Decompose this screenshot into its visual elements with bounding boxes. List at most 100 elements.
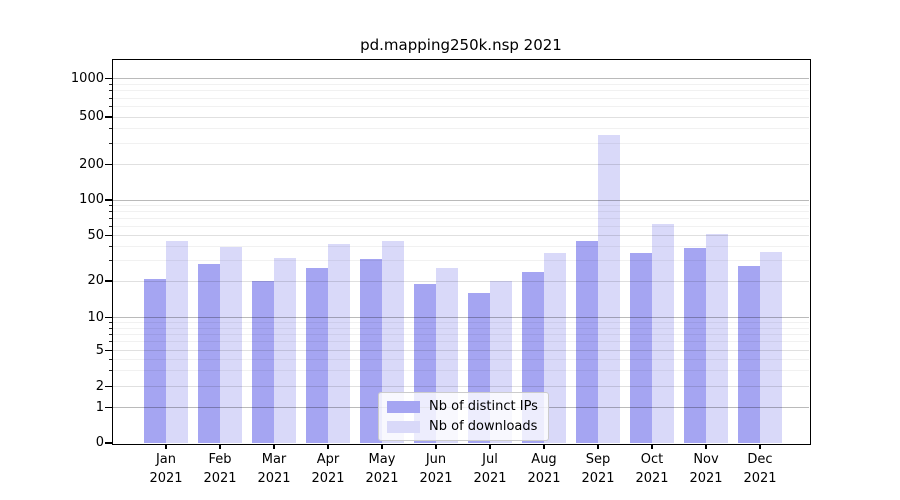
legend-swatch-distinct-ips bbox=[387, 400, 420, 413]
y-minor-tick-800 bbox=[109, 90, 113, 92]
x-tick-label-jun: Jun 2021 bbox=[404, 451, 468, 489]
y-minor-tick-80 bbox=[109, 210, 113, 212]
gridline-y-90 bbox=[113, 204, 809, 206]
y-minor-tick-3 bbox=[109, 370, 113, 372]
x-tick-year: 2021 bbox=[419, 470, 453, 486]
bar-distinct-ips-jan bbox=[144, 278, 166, 443]
gridline-y-700 bbox=[113, 97, 809, 99]
y-tick-mark-20 bbox=[105, 280, 113, 282]
x-tick-month: Aug bbox=[531, 452, 557, 467]
y-tick-label-2: 2 bbox=[95, 378, 104, 394]
bar-distinct-ips-dec bbox=[738, 266, 760, 443]
x-tick-year: 2021 bbox=[581, 470, 615, 486]
x-tick-year: 2021 bbox=[635, 470, 669, 486]
x-tick-year: 2021 bbox=[743, 470, 777, 486]
bar-downloads-aug bbox=[544, 253, 566, 443]
y-tick-label-500: 500 bbox=[79, 109, 104, 124]
y-tick-label-20: 20 bbox=[87, 273, 104, 288]
bar-downloads-mar bbox=[274, 257, 296, 443]
y-minor-tick-9 bbox=[109, 322, 113, 324]
x-tick-mark-nov bbox=[705, 444, 707, 449]
y-minor-tick-30 bbox=[109, 260, 113, 262]
y-tick-label-10: 10 bbox=[87, 309, 104, 325]
y-tick-mark-1000 bbox=[105, 77, 113, 80]
bar-downloads-oct bbox=[652, 224, 674, 443]
x-tick-label-jan: Jan 2021 bbox=[134, 451, 198, 489]
y-tick-mark-500 bbox=[105, 116, 113, 118]
y-minor-tick-300 bbox=[109, 143, 113, 145]
x-tick-mark-sep bbox=[597, 444, 599, 449]
legend-entry-distinct-ips: Nb of distinct IPs bbox=[387, 399, 538, 414]
x-tick-year: 2021 bbox=[311, 470, 345, 486]
y-tick-mark-2 bbox=[105, 386, 113, 388]
bar-distinct-ips-apr bbox=[306, 267, 328, 443]
y-tick-label-200: 200 bbox=[79, 156, 104, 172]
y-minor-tick-600 bbox=[109, 106, 113, 108]
x-tick-year: 2021 bbox=[689, 470, 723, 486]
x-tick-label-sep: Sep 2021 bbox=[566, 451, 630, 489]
y-tick-mark-200 bbox=[105, 163, 113, 166]
x-tick-label-nov: Nov 2021 bbox=[674, 451, 738, 489]
x-tick-year: 2021 bbox=[149, 470, 183, 486]
legend-label-distinct-ips: Nb of distinct IPs bbox=[429, 399, 538, 414]
gridline-y-300 bbox=[113, 143, 809, 145]
x-tick-mark-dec bbox=[759, 444, 761, 449]
bar-distinct-ips-feb bbox=[198, 264, 220, 443]
y-tick-mark-1 bbox=[105, 406, 113, 409]
bar-distinct-ips-oct bbox=[630, 253, 652, 443]
x-tick-label-apr: Apr 2021 bbox=[296, 451, 360, 489]
bar-distinct-ips-nov bbox=[684, 247, 706, 443]
x-tick-year: 2021 bbox=[257, 470, 291, 486]
y-minor-tick-900 bbox=[109, 83, 113, 85]
x-tick-mark-mar bbox=[273, 444, 275, 449]
x-tick-mark-jul bbox=[489, 444, 491, 449]
y-tick-label-1: 1 bbox=[95, 399, 104, 415]
y-minor-tick-4 bbox=[109, 358, 113, 360]
x-tick-label-aug: Aug 2021 bbox=[512, 451, 576, 489]
chart-title: pd.mapping250k.nsp 2021 bbox=[360, 36, 562, 54]
x-tick-label-dec: Dec 2021 bbox=[728, 451, 792, 489]
legend-swatch-downloads bbox=[387, 420, 420, 433]
gridline-y-200 bbox=[113, 164, 809, 166]
y-tick-label-100: 100 bbox=[79, 192, 104, 207]
x-tick-label-mar: Mar 2021 bbox=[242, 451, 306, 489]
gridline-y-1000 bbox=[113, 78, 809, 79]
gridline-y-50 bbox=[113, 235, 809, 236]
gridline-y-500 bbox=[113, 116, 809, 118]
y-tick-label-0: 0 bbox=[95, 435, 104, 450]
bar-distinct-ips-sep bbox=[576, 240, 598, 443]
y-minor-tick-7 bbox=[109, 334, 113, 336]
gridline-y-70 bbox=[113, 217, 809, 219]
bar-downloads-feb bbox=[220, 246, 242, 443]
x-tick-month: Oct bbox=[640, 452, 664, 467]
legend-label-downloads: Nb of downloads bbox=[429, 419, 538, 434]
bar-distinct-ips-mar bbox=[252, 281, 274, 443]
x-tick-mark-oct bbox=[651, 444, 653, 449]
bar-downloads-apr bbox=[328, 244, 350, 443]
bar-distinct-ips-may bbox=[360, 259, 382, 443]
y-tick-label-5: 5 bbox=[95, 342, 104, 358]
gridline-y-80 bbox=[113, 210, 809, 212]
y-minor-tick-90 bbox=[109, 204, 113, 206]
gridline-y-100 bbox=[113, 199, 809, 201]
x-tick-month: Jun bbox=[425, 452, 447, 467]
bar-downloads-nov bbox=[706, 234, 728, 443]
y-tick-mark-0 bbox=[105, 442, 113, 444]
x-tick-mark-jun bbox=[435, 444, 437, 449]
y-minor-tick-40 bbox=[109, 246, 113, 248]
x-tick-mark-feb bbox=[219, 444, 221, 449]
y-minor-tick-70 bbox=[109, 217, 113, 219]
y-minor-tick-400 bbox=[109, 128, 113, 130]
x-tick-month: Jan bbox=[155, 452, 177, 467]
x-tick-year: 2021 bbox=[473, 470, 507, 486]
y-tick-mark-10 bbox=[105, 317, 113, 319]
x-tick-month: Feb bbox=[208, 452, 232, 467]
gridline-y-600 bbox=[113, 106, 809, 108]
x-tick-mark-jan bbox=[165, 444, 167, 449]
x-tick-month: Dec bbox=[747, 452, 773, 467]
gridline-y-60 bbox=[113, 225, 809, 227]
y-minor-tick-6 bbox=[109, 341, 113, 343]
y-tick-label-1000: 1000 bbox=[70, 70, 104, 86]
y-tick-mark-100 bbox=[105, 199, 113, 201]
gridline-y-800 bbox=[113, 90, 809, 92]
